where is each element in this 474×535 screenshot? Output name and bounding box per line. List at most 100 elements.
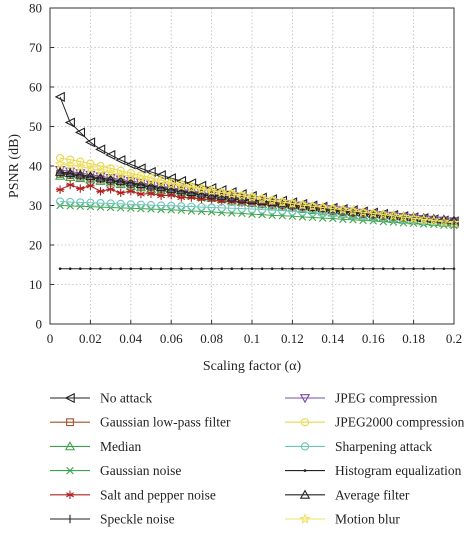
series-line <box>60 163 455 224</box>
data-point <box>68 267 72 271</box>
data-point <box>359 216 367 225</box>
data-point <box>418 213 430 225</box>
legend-marker <box>299 513 311 524</box>
data-point <box>187 202 196 211</box>
data-point <box>246 191 258 203</box>
data-point <box>197 207 206 216</box>
data-point <box>66 180 75 190</box>
data-point <box>422 267 426 271</box>
data-point <box>428 214 440 226</box>
legend-label: JPEG2000 compression <box>335 415 465 430</box>
data-point <box>119 267 122 271</box>
legend-marker <box>300 418 310 427</box>
data-point <box>392 267 395 271</box>
data-point <box>438 215 450 227</box>
data-point <box>156 201 166 210</box>
x-tick-label: 0 <box>47 331 54 346</box>
data-point <box>55 197 65 206</box>
data-point <box>210 267 213 271</box>
data-point <box>156 191 166 200</box>
x-tick-label: 0.12 <box>281 331 304 346</box>
x-tick-label: 0.2 <box>446 331 462 346</box>
legend-label: JPEG compression <box>335 391 438 406</box>
data-point <box>65 167 76 178</box>
legend-label: Salt and pepper noise <box>100 487 216 502</box>
legend-marker <box>300 442 310 451</box>
y-tick-label: 50 <box>29 119 42 134</box>
data-point <box>139 267 143 271</box>
legend-item: Average filter <box>285 487 410 502</box>
legend-marker <box>65 514 75 524</box>
data-point <box>54 166 66 176</box>
data-point <box>317 201 329 213</box>
series-11 <box>54 158 460 228</box>
data-point <box>84 137 96 148</box>
legend-label: Gaussian noise <box>100 463 181 478</box>
data-point <box>165 178 177 190</box>
data-point <box>301 267 304 271</box>
data-point <box>377 208 389 220</box>
data-point <box>104 166 117 178</box>
data-point <box>149 267 153 271</box>
legend-item: Median <box>50 439 141 454</box>
x-axis-label: Scaling factor (α) <box>203 359 302 374</box>
legend-marker <box>299 489 311 499</box>
data-point <box>86 159 95 168</box>
data-point <box>166 183 177 193</box>
data-point <box>66 197 75 207</box>
series-line <box>60 201 455 224</box>
data-point <box>79 267 82 271</box>
y-tick-label: 70 <box>29 40 42 55</box>
data-point <box>349 215 357 224</box>
data-point <box>55 185 65 194</box>
y-tick-label: 20 <box>29 238 42 253</box>
data-point <box>207 203 216 212</box>
data-point <box>76 198 85 207</box>
data-point <box>257 205 267 214</box>
data-point <box>76 184 85 193</box>
data-point <box>230 267 234 271</box>
data-point <box>367 207 379 219</box>
legend-label: Average filter <box>335 487 410 502</box>
data-point <box>95 172 106 182</box>
data-point <box>177 202 186 211</box>
data-point <box>116 188 125 198</box>
data-point <box>64 117 75 128</box>
data-point <box>167 191 176 200</box>
data-point <box>371 267 375 271</box>
data-point <box>187 193 196 202</box>
x-tick-label: 0.16 <box>362 331 385 346</box>
data-point <box>115 154 126 166</box>
data-point <box>236 189 248 201</box>
data-point <box>109 267 112 271</box>
legend-marker <box>66 418 74 427</box>
data-point <box>266 194 278 206</box>
legend-marker <box>303 469 307 472</box>
legend-label: Sharpening attack <box>335 439 432 454</box>
data-point <box>240 267 244 271</box>
data-point <box>159 267 163 271</box>
legend-marker <box>65 490 75 499</box>
legend-item: Gaussian noise <box>50 463 181 478</box>
data-point <box>86 198 95 207</box>
data-point <box>105 174 116 184</box>
data-point <box>247 204 257 214</box>
data-point <box>185 178 197 189</box>
y-tick-label: 0 <box>36 317 43 332</box>
data-point <box>145 180 157 190</box>
data-point <box>331 267 335 271</box>
data-point <box>387 209 400 221</box>
data-point <box>190 267 193 271</box>
data-point <box>382 267 385 271</box>
data-point <box>135 163 146 174</box>
data-point <box>76 157 85 166</box>
data-point <box>167 201 176 211</box>
legend-label: Speckle noise <box>100 512 175 527</box>
data-point <box>357 206 369 218</box>
data-point <box>195 183 208 195</box>
data-point <box>95 144 106 155</box>
data-point <box>55 153 65 163</box>
data-point <box>75 169 86 179</box>
data-point <box>74 127 86 138</box>
data-point <box>94 164 107 176</box>
